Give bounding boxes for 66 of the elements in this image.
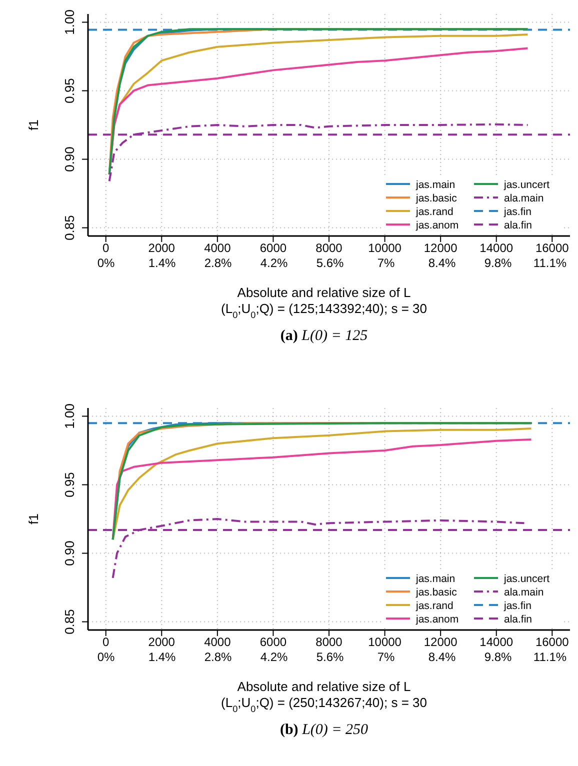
y-tick-label: 0.95 <box>62 78 77 104</box>
x2-tick-label: 7% <box>377 256 395 270</box>
legend-label: jas.rand <box>415 206 454 218</box>
legend-label: jas.uncert <box>503 573 550 585</box>
x2-tick-label: 1.4% <box>148 256 176 270</box>
x2-tick-label: 8.4% <box>428 256 456 270</box>
x2-tick-label: 2.8% <box>204 650 232 664</box>
x-axis-title: Absolute and relative size of L (L$_{0}$;U$_{0}$;Q) = (250;143267;40); s = 30 <box>221 679 427 714</box>
legend-label: jas.basic <box>415 192 457 204</box>
x-tick-label: 0 <box>102 635 110 649</box>
x-tick-label: 6000 <box>260 635 287 649</box>
legend-label: jas.uncert <box>503 179 550 191</box>
x-tick-label: 14000 <box>480 241 514 255</box>
x-tick-label: 4000 <box>204 241 232 255</box>
y-axis-title: f1 <box>26 514 41 524</box>
x2-tick-label: 9.8% <box>484 256 512 270</box>
legend-label: ala.fin <box>504 220 532 232</box>
y-axis-title: f1 <box>26 120 41 130</box>
y-tick-label: 0.90 <box>62 540 77 566</box>
x-axis-title: Absolute and relative size of L (L$_{0}$;U$_{0}$;Q) = (125;143392;40); s = 30 <box>221 285 427 320</box>
legend-label: ala.main <box>504 192 544 204</box>
y-tick-label: 0.85 <box>62 609 77 634</box>
x2-tick-label: 0% <box>97 256 115 270</box>
x2-tick-label: 7% <box>377 650 395 664</box>
x2-tick-label: 4.2% <box>260 650 288 664</box>
text: (a) L(0) = 125 <box>280 328 368 344</box>
legend-label: ala.main <box>504 586 544 598</box>
y-tick-label: 0.85 <box>62 215 77 240</box>
legend-label: jas.main <box>415 573 456 585</box>
x2-tick-label: 5.6% <box>316 650 344 664</box>
x2-tick-label: 2.8% <box>204 256 232 270</box>
x2-tick-label: 9.8% <box>484 650 512 664</box>
y-tick-label: 0.95 <box>62 472 77 498</box>
x-tick-label: 16000 <box>535 635 570 649</box>
x-tick-label: 16000 <box>535 241 570 255</box>
x2-tick-label: 1.4% <box>148 650 176 664</box>
legend-label: jas.main <box>415 179 456 191</box>
x-tick-label: 8000 <box>316 241 343 255</box>
x2-tick-label: 11.1% <box>533 256 567 270</box>
x-tick-label: 0 <box>102 241 110 255</box>
x-tick-label: 10000 <box>368 635 402 649</box>
x-tick-label: 12000 <box>424 635 458 649</box>
text: (b) L(0) = 250 <box>280 722 369 738</box>
y-tick-label: 0.90 <box>62 146 77 172</box>
x2-tick-label: 11.1% <box>533 650 567 664</box>
legend-label: jas.rand <box>415 600 454 612</box>
x2-tick-label: 5.6% <box>316 256 344 270</box>
legend-label: jas.basic <box>415 586 457 598</box>
x-tick-label: 2000 <box>148 241 176 255</box>
legend-label: jas.fin <box>503 206 532 218</box>
x2-tick-label: 4.2% <box>260 256 288 270</box>
x-tick-label: 12000 <box>424 241 458 255</box>
legend-label: jas.anom <box>415 614 459 626</box>
x-tick-label: 6000 <box>260 241 287 255</box>
x-tick-label: 10000 <box>368 241 402 255</box>
x-tick-label: 2000 <box>148 635 176 649</box>
legend-label: jas.anom <box>415 220 459 232</box>
legend-label: jas.fin <box>503 600 532 612</box>
y-tick-label: 1.00 <box>62 10 77 35</box>
y-tick-label: 1.00 <box>62 404 77 429</box>
x2-tick-label: 8.4% <box>428 650 456 664</box>
x-tick-label: 4000 <box>204 635 232 649</box>
legend-label: ala.fin <box>504 614 532 626</box>
x-tick-label: 14000 <box>480 635 514 649</box>
x2-tick-label: 0% <box>97 650 115 664</box>
x-tick-label: 8000 <box>316 635 343 649</box>
